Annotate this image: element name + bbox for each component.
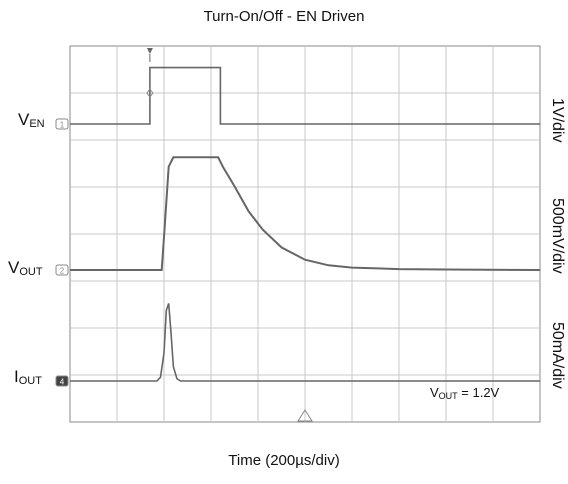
trace-vout <box>70 156 541 271</box>
channel-marker-vout: 2 <box>55 264 69 276</box>
channel-marker-number: 1 <box>60 121 65 130</box>
annotation-vout: VOUT = 1.2V <box>430 385 500 401</box>
channel-marker-number: 2 <box>60 267 65 276</box>
trigger-level-diamond-icon <box>146 88 154 98</box>
channel-label-iout: IOUT <box>14 367 42 387</box>
channel-marker-iout: 4 <box>55 375 69 387</box>
channel-marker-box <box>55 118 69 130</box>
channel-marker-box <box>55 375 69 387</box>
scale-label-ven: 1V/div <box>549 98 566 143</box>
chart-title: Turn-On/Off - EN Driven <box>203 8 365 25</box>
channel-label-ven: VEN <box>18 110 45 130</box>
scale-label-iout: 50mA/div <box>549 322 566 389</box>
trigger-arrow-icon <box>146 48 153 54</box>
trace-ven <box>70 66 540 125</box>
grid-lines <box>70 46 540 422</box>
trigger-markers <box>146 48 313 422</box>
channel-marker-box <box>55 264 69 276</box>
channel-marker-number: 4 <box>60 378 65 387</box>
scale-label-vout: 500mV/div <box>549 198 566 274</box>
traces <box>70 66 541 382</box>
channel-label-vout: VOUT <box>8 258 43 278</box>
channel-marker-ven: 1 <box>55 118 69 130</box>
channel-markers: 1 2 4 <box>55 118 69 387</box>
x-axis-label: Time (200µs/div) <box>228 452 340 469</box>
time-reference-triangle-icon <box>297 409 313 422</box>
trace-iout <box>70 303 540 382</box>
